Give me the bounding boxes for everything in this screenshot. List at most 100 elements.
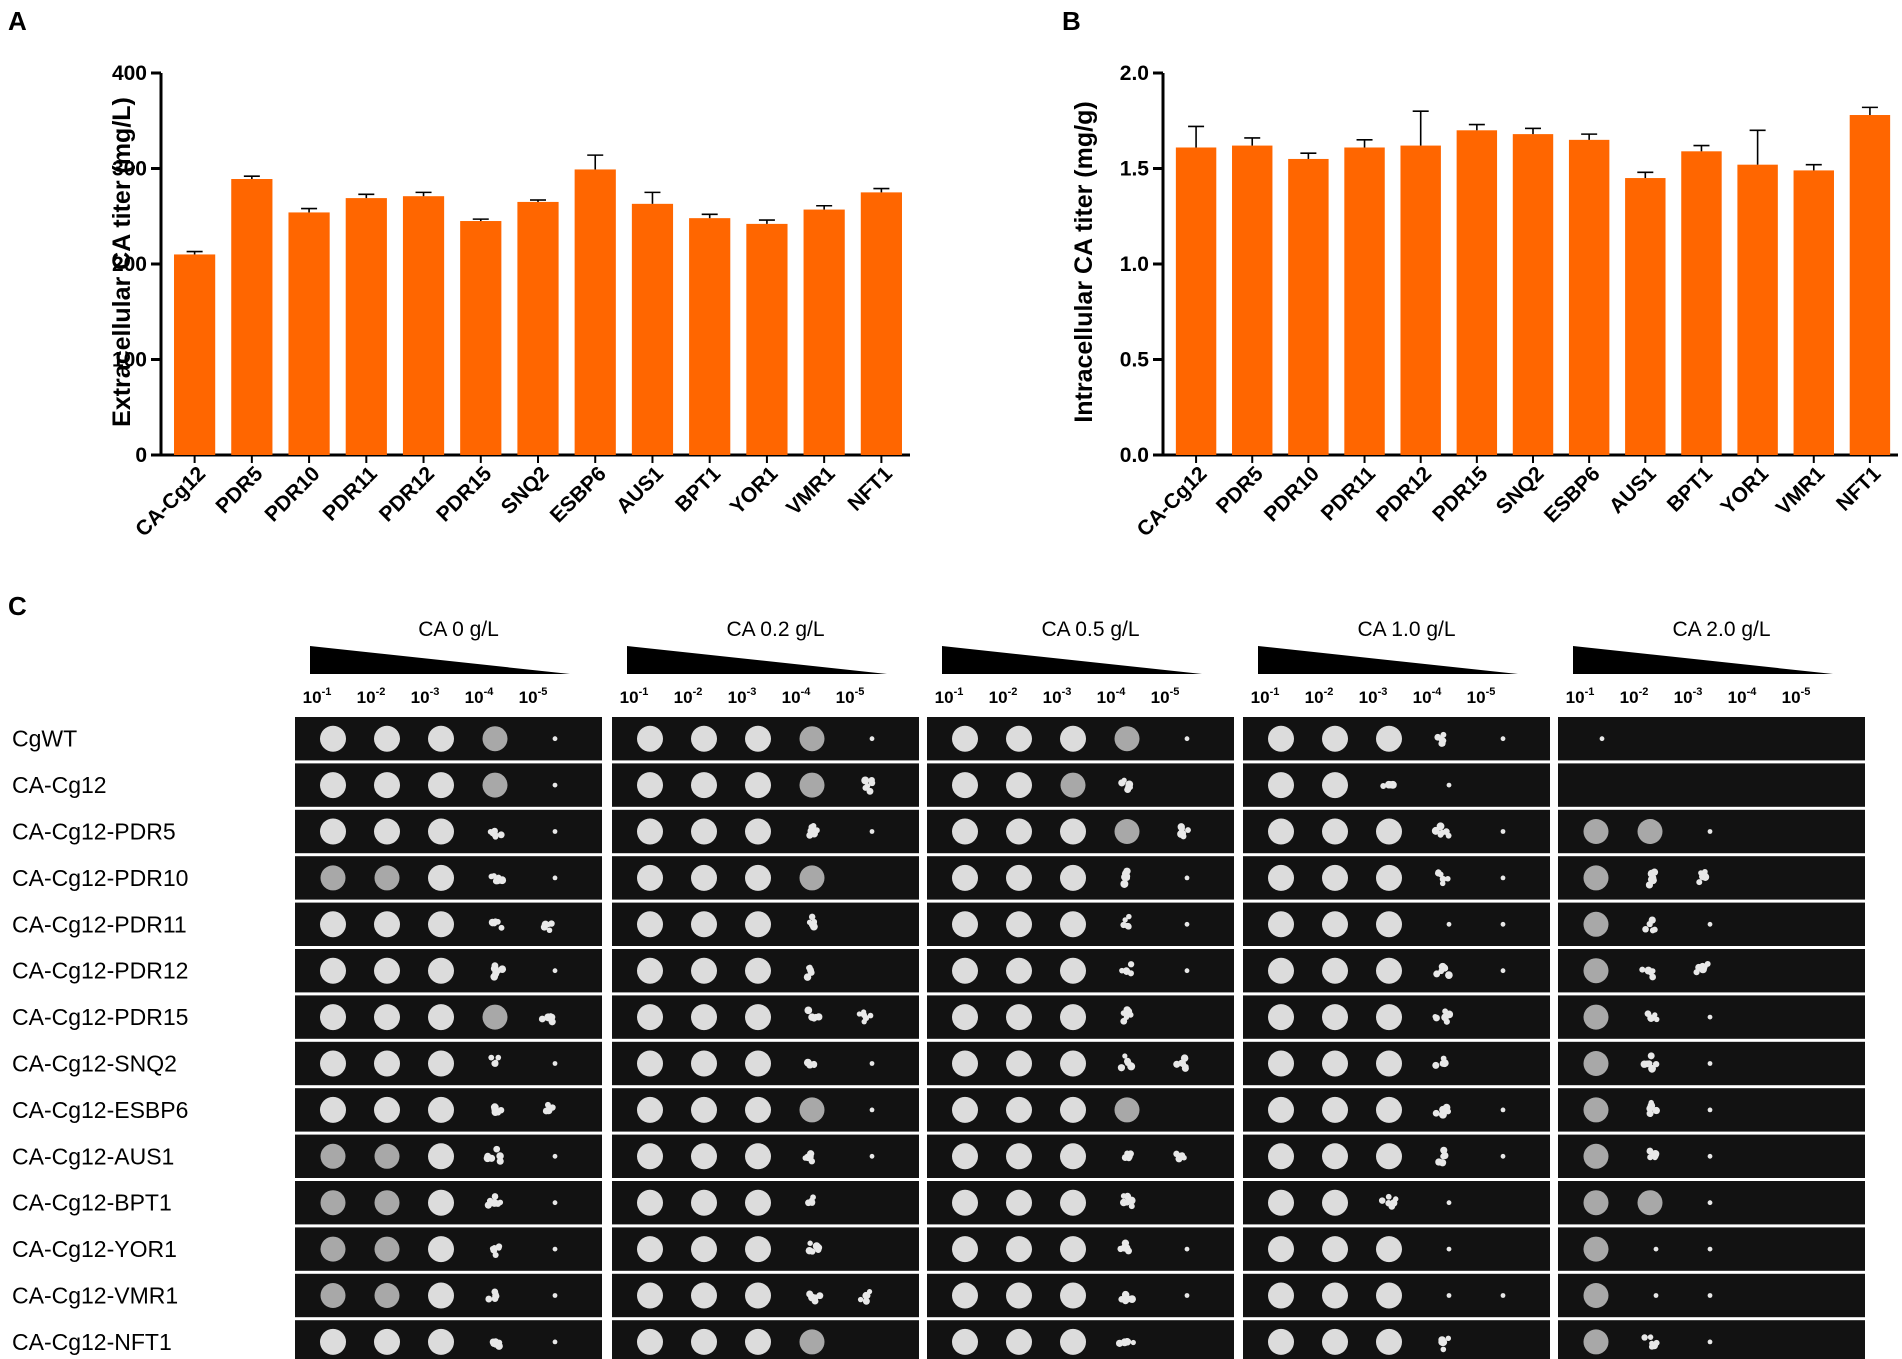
colony-dot [810,829,818,838]
dilution-label: 10-2 [989,686,1018,707]
bar-pdr5 [231,179,273,455]
colony-spot [1006,911,1032,938]
colony-spot [1376,1143,1402,1170]
colony-spot [745,1236,771,1263]
colony-dot [1646,921,1653,927]
colony-spot [1583,1097,1609,1123]
dilution-base: 10 [1413,688,1432,707]
strain-label: CA-Cg12-PDR15 [12,1004,188,1030]
colony-dot [496,1339,503,1346]
dilution-exponent: -2 [1324,686,1334,698]
colony-spot [428,1236,454,1263]
dilution-label: 10-5 [1782,686,1811,707]
colony-spot [1322,1143,1348,1170]
y-tick-label: 100 [112,349,147,372]
colony-dot [862,784,869,791]
colony-spot [1637,1190,1663,1216]
dilution-exponent: -4 [801,686,812,698]
colony-dot [1120,1017,1128,1025]
colony-spot [1322,1236,1348,1263]
colony-dot [1122,1244,1131,1252]
colony-spot [691,1143,717,1170]
colony-dot [1184,1246,1190,1252]
colony-dot [1446,1293,1452,1298]
colony-spot [799,1097,825,1123]
colony-spot [637,1143,663,1170]
y-tick-label: 400 [112,62,147,85]
dilution-label: 10-1 [1566,686,1595,707]
colony-dot [493,1145,501,1153]
colony-spot [952,1328,978,1355]
colony-spot [691,1004,717,1031]
colony-dot [1500,1293,1506,1298]
colony-spot [745,911,771,938]
colony-dot [497,831,505,839]
colony-dot [1180,1054,1189,1062]
colony-spot [1376,725,1402,752]
colony-spot [482,1004,508,1030]
strain-label: CA-Cg12-YOR1 [12,1236,177,1262]
colony-dot [1439,880,1446,887]
colony-dot [1648,1064,1656,1073]
x-tick-label-esbp6: ESBP6 [1540,462,1605,527]
dilution-base: 10 [1305,688,1324,707]
colony-dot [1649,973,1656,981]
colony-dot [1652,1106,1660,1115]
plate-row [1558,1320,1865,1359]
colony-dot [1647,1052,1655,1060]
colony-spot [1268,957,1294,984]
condition-title: CA 0.5 g/L [1041,618,1139,641]
colony-dot [1707,1246,1713,1252]
colony-dot [1121,873,1129,881]
dilution-base: 10 [1728,688,1747,707]
colony-spot [691,1096,717,1123]
dilution-label: 10-4 [1728,686,1758,707]
dilution-exponent: -5 [538,686,548,698]
colony-dot [1123,1006,1131,1014]
colony-dot [1651,1149,1660,1158]
dilution-label: 10-4 [782,686,812,707]
colony-dot [1701,963,1708,971]
colony-dot [862,1297,870,1305]
strain-label: CgWT [12,726,77,752]
dilution-label: 10-1 [935,686,964,707]
colony-dot [1433,970,1441,978]
colony-spot [1268,772,1294,799]
colony-dot [808,913,816,921]
colony-dot [1438,1336,1446,1344]
colony-dot [1652,1012,1658,1018]
strain-label: CA-Cg12-PDR12 [12,958,188,984]
dilution-exponent: -1 [954,686,964,698]
dilution-base: 10 [1782,688,1801,707]
colony-spot [637,1328,663,1355]
colony-spot [428,911,454,938]
dilution-label: 10-4 [465,686,495,707]
colony-dot [869,829,875,834]
colony-spot [1583,911,1609,937]
colony-spot [1583,1236,1609,1262]
colony-dot [862,1015,870,1022]
colony-spot [637,957,663,984]
dilution-exponent: -3 [1378,686,1388,698]
dilution-exponent: -5 [1170,686,1180,698]
colony-dot [1439,875,1447,883]
colony-spot [1268,1143,1294,1170]
colony-spot [1060,772,1086,798]
strain-label: CA-Cg12-BPT1 [12,1190,172,1216]
colony-spot [374,1283,400,1308]
x-tick-label-vmr1: VMR1 [782,462,840,520]
dilution-exponent: -4 [1432,686,1443,698]
colony-dot [1119,967,1125,974]
x-tick-label-pdr10: PDR10 [1260,462,1324,526]
colony-dot [1380,782,1387,789]
x-tick-label-pdr12: PDR12 [375,462,439,526]
colony-spot [637,1050,663,1077]
colony-spot [1006,1328,1032,1355]
condition-title: CA 0.2 g/L [726,618,824,641]
colony-dot [552,1246,558,1252]
colony-dot [812,1242,821,1250]
chart-b-intracellular: Intracellular CA titer (mg/g) 0.0 0.5 1.0 1… [1070,62,1898,541]
colony-dot [1120,1193,1127,1199]
strain-label: CA-Cg12-PDR5 [12,819,176,845]
colony-dot [1653,1246,1659,1252]
